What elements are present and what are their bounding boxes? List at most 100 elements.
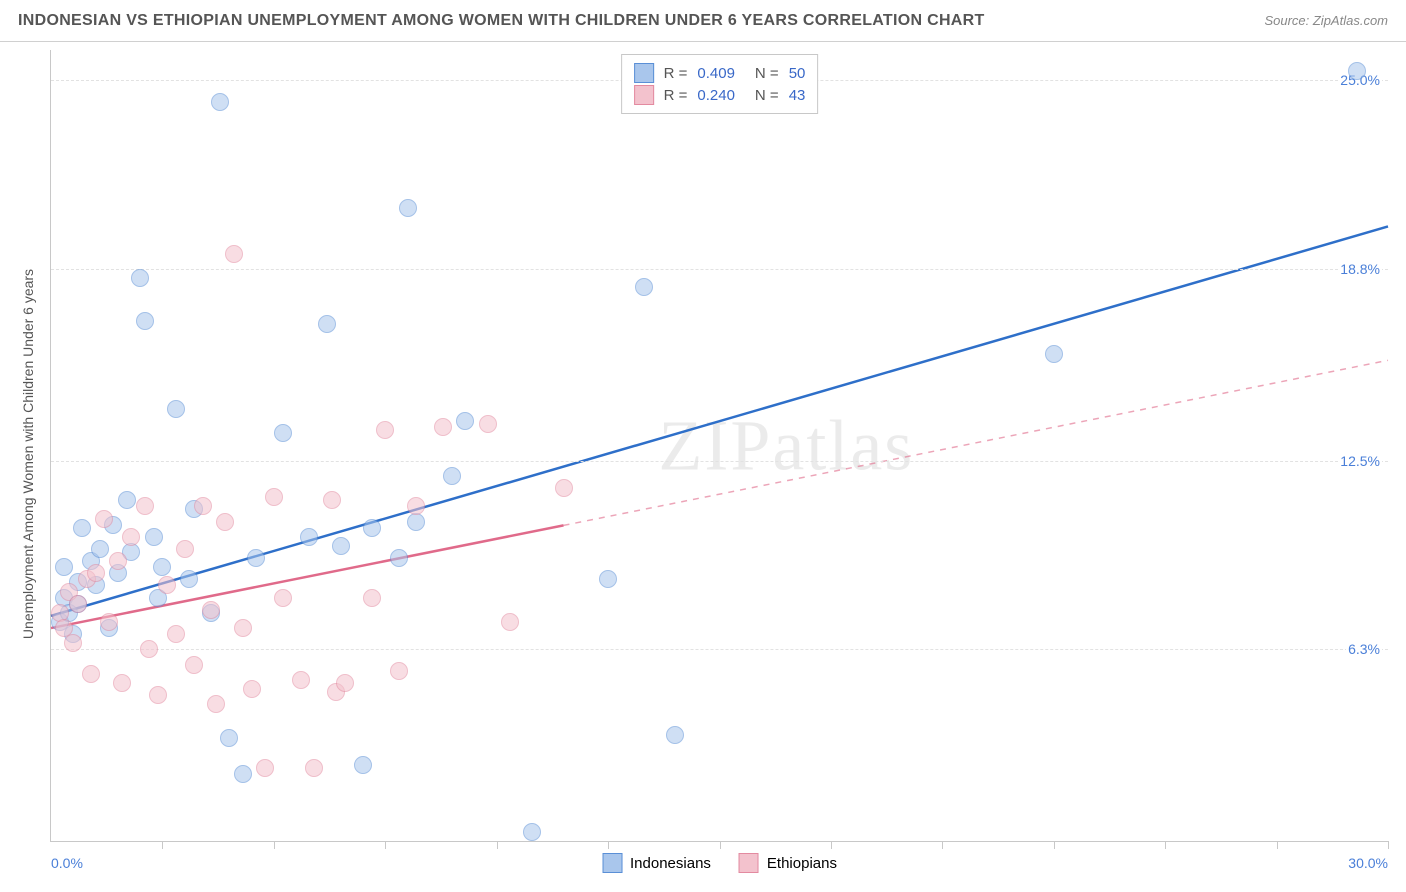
scatter-point (202, 601, 220, 619)
stat-r-value-1: 0.240 (697, 87, 735, 104)
trend-lines-layer (51, 50, 1388, 841)
x-tick (831, 841, 832, 849)
stat-n-value-1: 43 (789, 87, 806, 104)
y-axis-label: Unemployment Among Women with Children U… (20, 269, 36, 639)
scatter-point (390, 549, 408, 567)
scatter-point (363, 589, 381, 607)
scatter-point (180, 570, 198, 588)
scatter-point (332, 537, 350, 555)
scatter-point (87, 564, 105, 582)
scatter-point (64, 634, 82, 652)
scatter-point (354, 756, 372, 774)
scatter-point (234, 619, 252, 637)
stat-r-value-0: 0.409 (697, 65, 735, 82)
legend-stats-row-0: R = 0.409 N = 50 (634, 63, 806, 83)
legend-label-0: Indonesians (630, 855, 711, 872)
y-tick-label: 18.8% (1338, 261, 1382, 277)
scatter-point (211, 93, 229, 111)
x-tick (608, 841, 609, 849)
x-tick (720, 841, 721, 849)
chart-title: INDONESIAN VS ETHIOPIAN UNEMPLOYMENT AMO… (18, 12, 985, 30)
scatter-point (274, 589, 292, 607)
scatter-point (407, 497, 425, 515)
scatter-point (635, 278, 653, 296)
scatter-point (599, 570, 617, 588)
x-tick (1388, 841, 1389, 849)
stat-n-value-0: 50 (789, 65, 806, 82)
chart-header: INDONESIAN VS ETHIOPIAN UNEMPLOYMENT AMO… (0, 0, 1406, 42)
x-tick-label: 0.0% (51, 855, 83, 871)
scatter-point (91, 540, 109, 558)
scatter-point (523, 823, 541, 841)
x-tick (385, 841, 386, 849)
scatter-point (501, 613, 519, 631)
scatter-point (376, 421, 394, 439)
scatter-point (363, 519, 381, 537)
scatter-point (247, 549, 265, 567)
scatter-point (323, 491, 341, 509)
legend-swatch-1 (634, 85, 654, 105)
scatter-point (69, 595, 87, 613)
x-tick (274, 841, 275, 849)
scatter-point (479, 415, 497, 433)
legend-swatch-0 (634, 63, 654, 83)
scatter-point (140, 640, 158, 658)
scatter-point (336, 674, 354, 692)
scatter-point (122, 528, 140, 546)
scatter-point (1348, 62, 1366, 80)
scatter-point (666, 726, 684, 744)
scatter-point (145, 528, 163, 546)
scatter-point (185, 656, 203, 674)
scatter-point (300, 528, 318, 546)
scatter-point (207, 695, 225, 713)
scatter-point (216, 513, 234, 531)
x-tick (497, 841, 498, 849)
scatter-point (109, 552, 127, 570)
scatter-point (167, 400, 185, 418)
legend-label-1: Ethiopians (767, 855, 837, 872)
scatter-point (100, 613, 118, 631)
scatter-point (136, 497, 154, 515)
legend-bottom: Indonesians Ethiopians (602, 853, 837, 873)
scatter-point (113, 674, 131, 692)
scatter-point (167, 625, 185, 643)
scatter-point (55, 558, 73, 576)
scatter-point (82, 665, 100, 683)
scatter-point (153, 558, 171, 576)
scatter-point (136, 312, 154, 330)
legend-swatch-b0 (602, 853, 622, 873)
stat-r-label: R = (664, 87, 688, 104)
scatter-point (220, 729, 238, 747)
scatter-point (1045, 345, 1063, 363)
scatter-point (176, 540, 194, 558)
scatter-point (95, 510, 113, 528)
plot-area: ZIPatlas R = 0.409 N = 50 R = 0.240 N = … (50, 50, 1388, 842)
scatter-point (305, 759, 323, 777)
watermark: ZIPatlas (658, 404, 914, 487)
scatter-point (234, 765, 252, 783)
gridline (51, 269, 1388, 270)
y-tick-label: 6.3% (1346, 641, 1382, 657)
scatter-point (292, 671, 310, 689)
scatter-point (456, 412, 474, 430)
gridline (51, 649, 1388, 650)
scatter-point (555, 479, 573, 497)
scatter-point (73, 519, 91, 537)
y-tick-label: 12.5% (1338, 453, 1382, 469)
stat-r-label: R = (664, 65, 688, 82)
stat-n-label: N = (755, 87, 779, 104)
scatter-point (243, 680, 261, 698)
scatter-point (265, 488, 283, 506)
scatter-point (443, 467, 461, 485)
scatter-point (318, 315, 336, 333)
scatter-point (274, 424, 292, 442)
scatter-point (131, 269, 149, 287)
legend-item-1: Ethiopians (739, 853, 837, 873)
x-tick (162, 841, 163, 849)
scatter-point (149, 686, 167, 704)
x-tick (1165, 841, 1166, 849)
x-tick (1054, 841, 1055, 849)
scatter-point (118, 491, 136, 509)
legend-item-0: Indonesians (602, 853, 711, 873)
scatter-point (194, 497, 212, 515)
